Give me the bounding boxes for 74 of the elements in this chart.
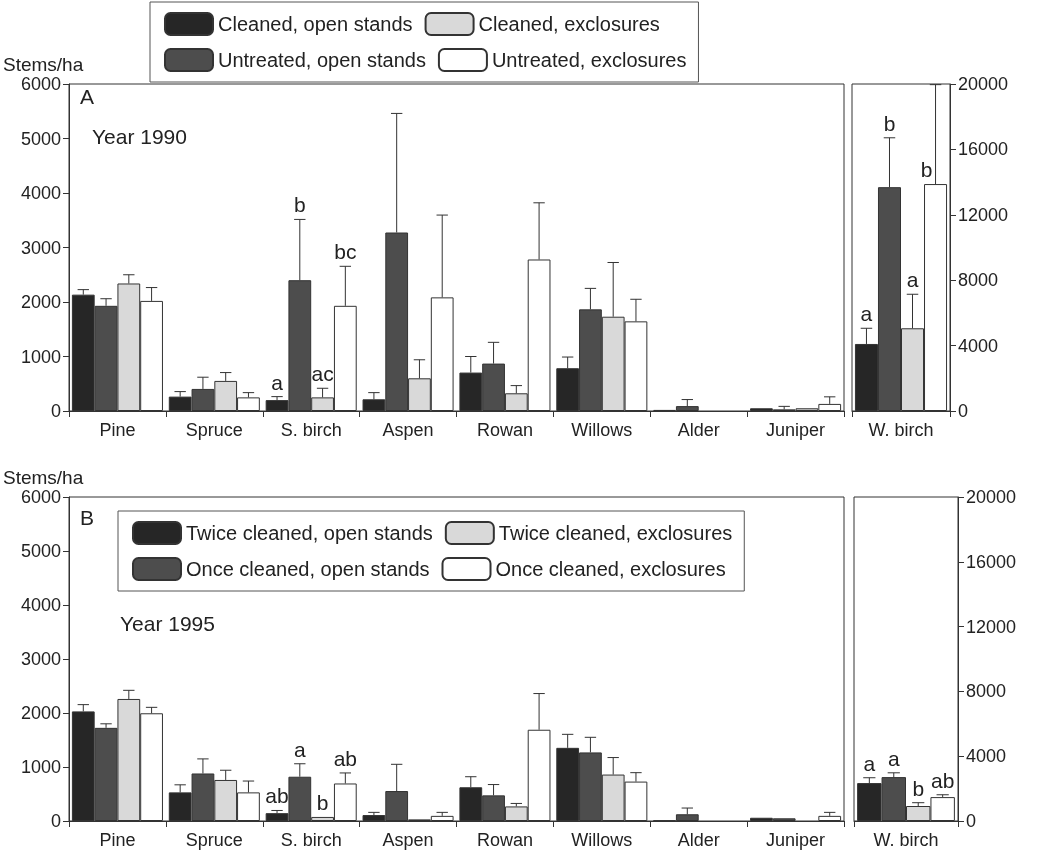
annotation: Year 1995	[120, 612, 215, 635]
y2-tick-label: 8000	[958, 270, 999, 291]
x-tick-label: Rowan	[476, 830, 533, 850]
x-tick-label: Spruce	[185, 830, 243, 850]
y-tick-label: 6000	[20, 487, 61, 507]
x-tick-label: W. birch	[868, 420, 934, 440]
x-tick-label: Willows	[571, 830, 633, 850]
legend-label: Untreated, open stands	[218, 49, 426, 71]
y-tick-label: 5000	[20, 541, 61, 561]
data-label: a	[906, 268, 919, 292]
y2-tick-label: 8000	[966, 681, 1007, 702]
data-label: a	[887, 746, 900, 770]
legend-label: Twice cleaned, open stands	[186, 522, 433, 544]
data-label: b	[316, 790, 329, 814]
y-tick-label: 0	[50, 811, 61, 831]
y-tick-label: 1000	[20, 757, 61, 777]
y2-tick-label: 0	[958, 401, 969, 421]
data-label: ab	[333, 746, 358, 770]
legend-label: Cleaned, exclosures	[478, 13, 660, 35]
legend-label: Untreated, exclosures	[491, 49, 687, 71]
x-tick-label: Rowan	[476, 420, 533, 440]
y-tick-label: 3000	[20, 237, 61, 258]
y-tick-label: 4000	[20, 183, 61, 203]
x-tick-label: Juniper	[766, 420, 826, 440]
legend-label: Once cleaned, exclosures	[495, 558, 726, 580]
y-tick-label: 6000	[20, 74, 61, 94]
data-label: bc	[334, 240, 357, 264]
x-tick-label: W. birch	[873, 830, 939, 850]
data-label: b	[920, 158, 933, 182]
data-label: b	[912, 776, 925, 800]
y-axis-title: Stems/ha	[3, 54, 84, 75]
x-tick-label: Pine	[99, 830, 136, 850]
x-tick-label: Willows	[571, 420, 633, 440]
y2-tick-label: 16000	[958, 139, 1009, 160]
x-tick-label: Juniper	[766, 830, 826, 850]
x-tick-label: Pine	[99, 420, 136, 440]
y2-tick-label: 4000	[958, 335, 999, 356]
y-axis-title: Stems/ha	[3, 467, 84, 488]
y-tick-label: 5000	[20, 128, 61, 149]
y2-tick-label: 12000	[958, 204, 1009, 225]
x-tick-label: Alder	[677, 420, 720, 440]
annotation: B	[80, 506, 95, 529]
data-label: ab	[265, 784, 289, 808]
x-tick-label: Alder	[677, 830, 720, 850]
x-tick-label: S. birch	[280, 420, 342, 440]
y-tick-label: 4000	[20, 595, 61, 615]
data-label: b	[293, 193, 306, 217]
y2-tick-label: 16000	[966, 551, 1017, 572]
annotation: Year 1990	[92, 125, 187, 148]
data-label: a	[860, 302, 873, 326]
data-label: a	[863, 751, 876, 775]
y-tick-label: 1000	[20, 346, 61, 367]
y-tick-label: 2000	[20, 703, 61, 723]
y2-tick-label: 0	[966, 811, 977, 831]
x-tick-label: Aspen	[382, 830, 434, 850]
legend-label: Once cleaned, open stands	[186, 558, 430, 580]
legend-label: Cleaned, open stands	[218, 13, 413, 35]
data-label: ac	[311, 362, 334, 386]
y-tick-label: 2000	[20, 292, 61, 312]
x-tick-label: Spruce	[185, 420, 243, 440]
x-tick-label: S. birch	[280, 830, 342, 850]
y2-tick-label: 20000	[958, 74, 1009, 94]
y2-tick-label: 20000	[966, 487, 1017, 507]
annotation: A	[80, 85, 95, 108]
y-tick-label: 0	[50, 401, 61, 421]
y2-tick-label: 4000	[966, 746, 1007, 767]
data-label: a	[271, 370, 284, 394]
y-tick-label: 3000	[20, 649, 61, 669]
y2-tick-label: 12000	[966, 616, 1017, 637]
data-label: ab	[930, 768, 955, 792]
legend-label: Twice cleaned, exclosures	[498, 522, 733, 544]
x-tick-label: Aspen	[382, 420, 434, 440]
data-label: a	[293, 737, 306, 761]
data-label: b	[883, 111, 896, 135]
